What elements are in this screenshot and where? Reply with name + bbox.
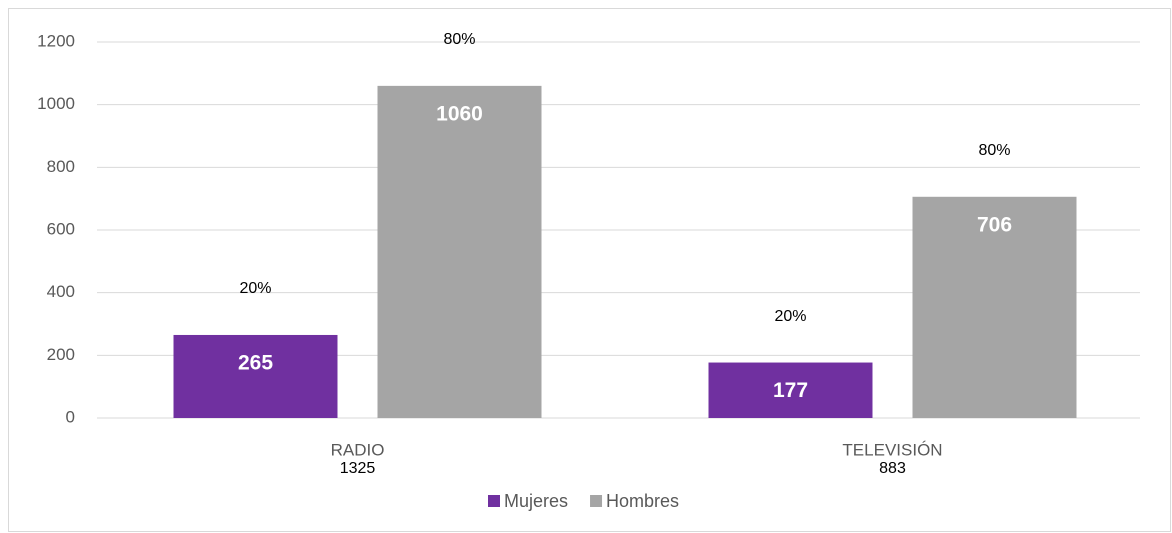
bar [377, 85, 542, 418]
percent-label: 20% [239, 280, 271, 297]
value-label: 706 [977, 213, 1012, 236]
legend-label: Mujeres [504, 491, 568, 511]
y-tick-label: 600 [47, 219, 75, 238]
value-label: 265 [238, 352, 273, 375]
y-tick-label: 1200 [37, 31, 75, 50]
percent-label: 20% [774, 308, 806, 325]
percent-label: 80% [978, 142, 1010, 159]
x-tick-label: RADIO [331, 440, 385, 459]
legend-label: Hombres [606, 491, 679, 511]
percent-label: 80% [443, 31, 475, 48]
bar [173, 334, 338, 418]
value-label: 1060 [436, 102, 483, 125]
x-tick-label: TELEVISIÓN [842, 440, 942, 459]
y-tick-label: 1000 [37, 94, 75, 113]
y-tick-label: 800 [47, 157, 75, 176]
bar [912, 196, 1077, 418]
category-total: 1325 [340, 460, 376, 477]
y-tick-label: 0 [66, 407, 75, 426]
y-tick-label: 400 [47, 282, 75, 301]
legend-swatch [590, 495, 603, 507]
category-total: 883 [879, 460, 906, 477]
legend-swatch [488, 495, 500, 507]
bar [708, 362, 873, 418]
y-tick-label: 200 [47, 345, 75, 364]
value-label: 177 [773, 379, 808, 402]
